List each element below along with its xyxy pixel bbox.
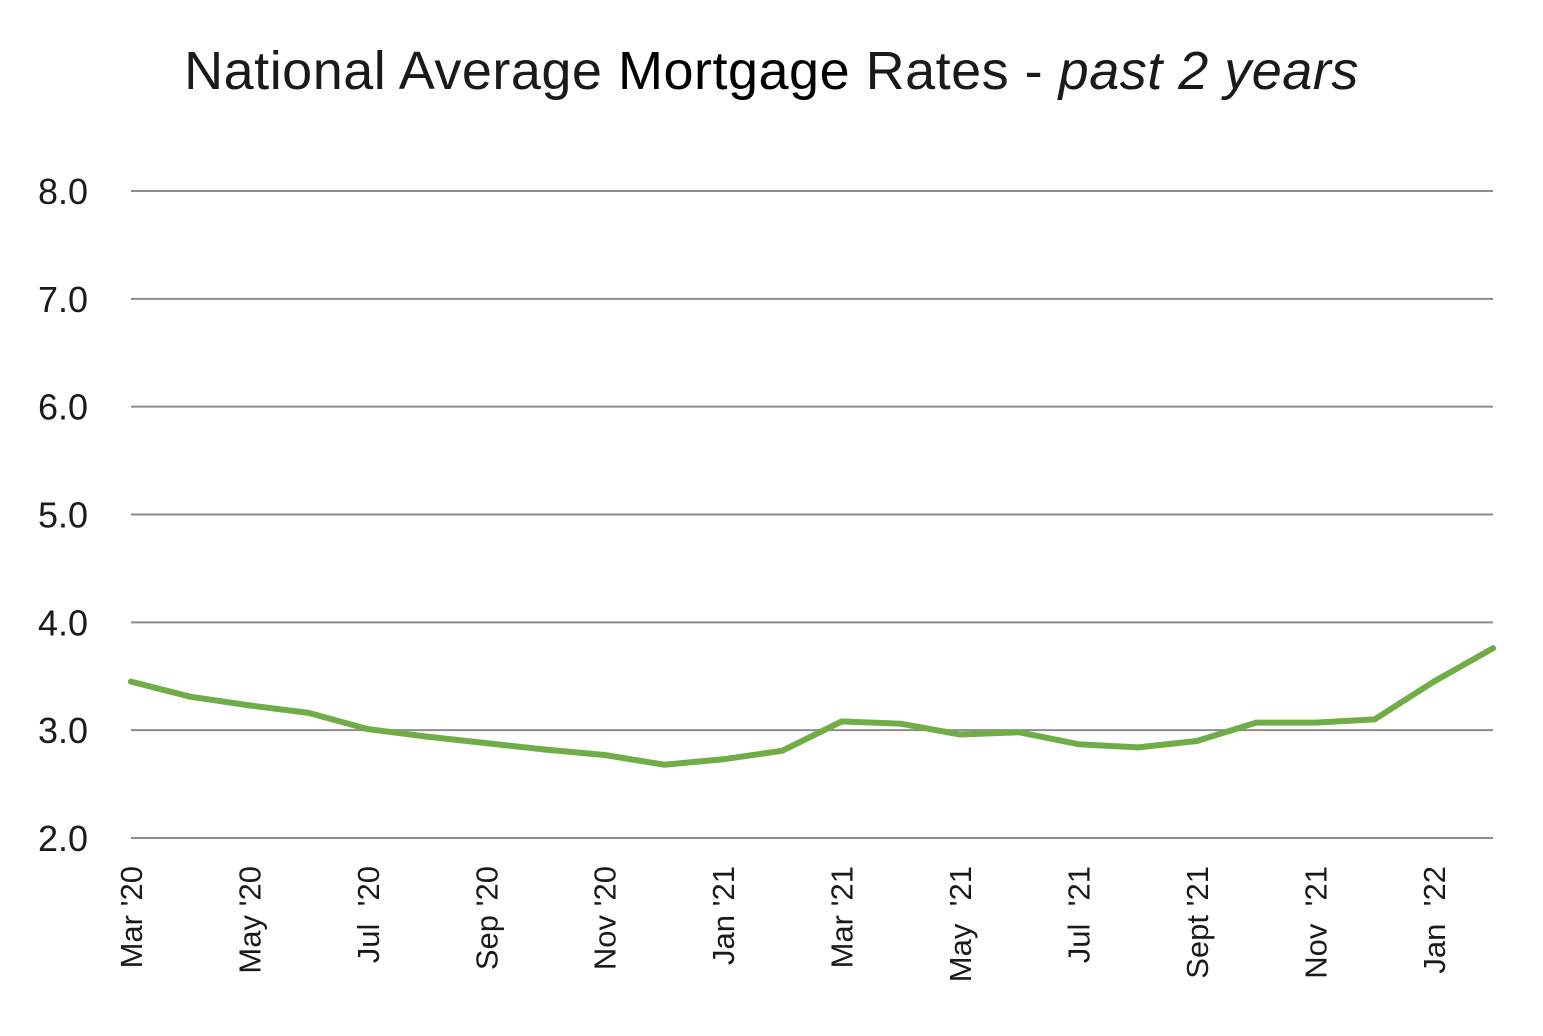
data-point bbox=[1193, 737, 1200, 744]
data-point bbox=[1490, 645, 1496, 652]
data-point bbox=[1016, 729, 1023, 736]
gridlines bbox=[131, 190, 1493, 839]
data-point bbox=[720, 756, 727, 763]
x-axis-tick-labels: Mar '20 May '20 Jul '20 Sep '20 Nov '20 Jan '… bbox=[114, 866, 1452, 982]
y-tick-label: 6.0 bbox=[38, 387, 88, 428]
title-part-4: past 2 years bbox=[1058, 41, 1359, 101]
data-point bbox=[601, 751, 608, 758]
x-tick-label: Sep '20 bbox=[469, 866, 504, 970]
y-tick-label: 8.0 bbox=[38, 171, 88, 212]
data-point bbox=[1371, 716, 1378, 723]
data-point bbox=[424, 733, 431, 740]
y-axis-tick-labels: 8.0 7.0 6.0 5.0 4.0 3.0 2.0 bbox=[38, 171, 88, 859]
data-point bbox=[246, 702, 253, 709]
data-point bbox=[1253, 719, 1260, 726]
data-point bbox=[483, 740, 490, 747]
data-point bbox=[364, 726, 371, 733]
x-tick-label: May '21 bbox=[943, 866, 978, 982]
x-tick-label: Nov '20 bbox=[588, 866, 623, 970]
x-tick-label: Sept '21 bbox=[1180, 866, 1215, 979]
title-part-2: Mortgage bbox=[617, 41, 851, 101]
data-point bbox=[660, 761, 667, 768]
title-part-3: Rates - bbox=[850, 41, 1059, 101]
x-tick-label: Mar '21 bbox=[825, 866, 860, 968]
y-tick-label: 5.0 bbox=[38, 495, 88, 536]
series-layer bbox=[128, 645, 1496, 768]
data-point bbox=[1134, 744, 1141, 751]
y-tick-label: 7.0 bbox=[38, 279, 88, 320]
data-point bbox=[838, 718, 845, 725]
y-tick-label: 4.0 bbox=[38, 602, 88, 643]
data-point bbox=[187, 693, 194, 700]
y-tick-label: 3.0 bbox=[38, 710, 88, 751]
x-tick-label: Jul '20 bbox=[351, 866, 386, 963]
data-point bbox=[897, 720, 904, 727]
x-tick-label: Jan '21 bbox=[706, 866, 741, 965]
x-tick-label: Jul '21 bbox=[1061, 866, 1096, 963]
series-line bbox=[128, 645, 1496, 768]
x-tick-label: Jan '22 bbox=[1417, 866, 1452, 974]
data-point bbox=[128, 678, 134, 685]
data-point bbox=[1430, 678, 1437, 685]
data-point bbox=[957, 731, 964, 738]
data-point bbox=[779, 747, 786, 754]
data-point bbox=[1075, 741, 1082, 748]
data-point bbox=[1312, 719, 1319, 726]
data-point bbox=[305, 709, 312, 716]
y-tick-label: 2.0 bbox=[38, 818, 88, 859]
title-part-1: National Average bbox=[184, 41, 618, 101]
x-tick-label: Mar '20 bbox=[114, 866, 149, 968]
x-tick-label: Nov '21 bbox=[1298, 866, 1333, 979]
chart-title: National Average Mortgage Rates - past 2… bbox=[0, 40, 1543, 102]
data-point bbox=[542, 746, 549, 753]
x-tick-label: May '20 bbox=[232, 866, 267, 974]
